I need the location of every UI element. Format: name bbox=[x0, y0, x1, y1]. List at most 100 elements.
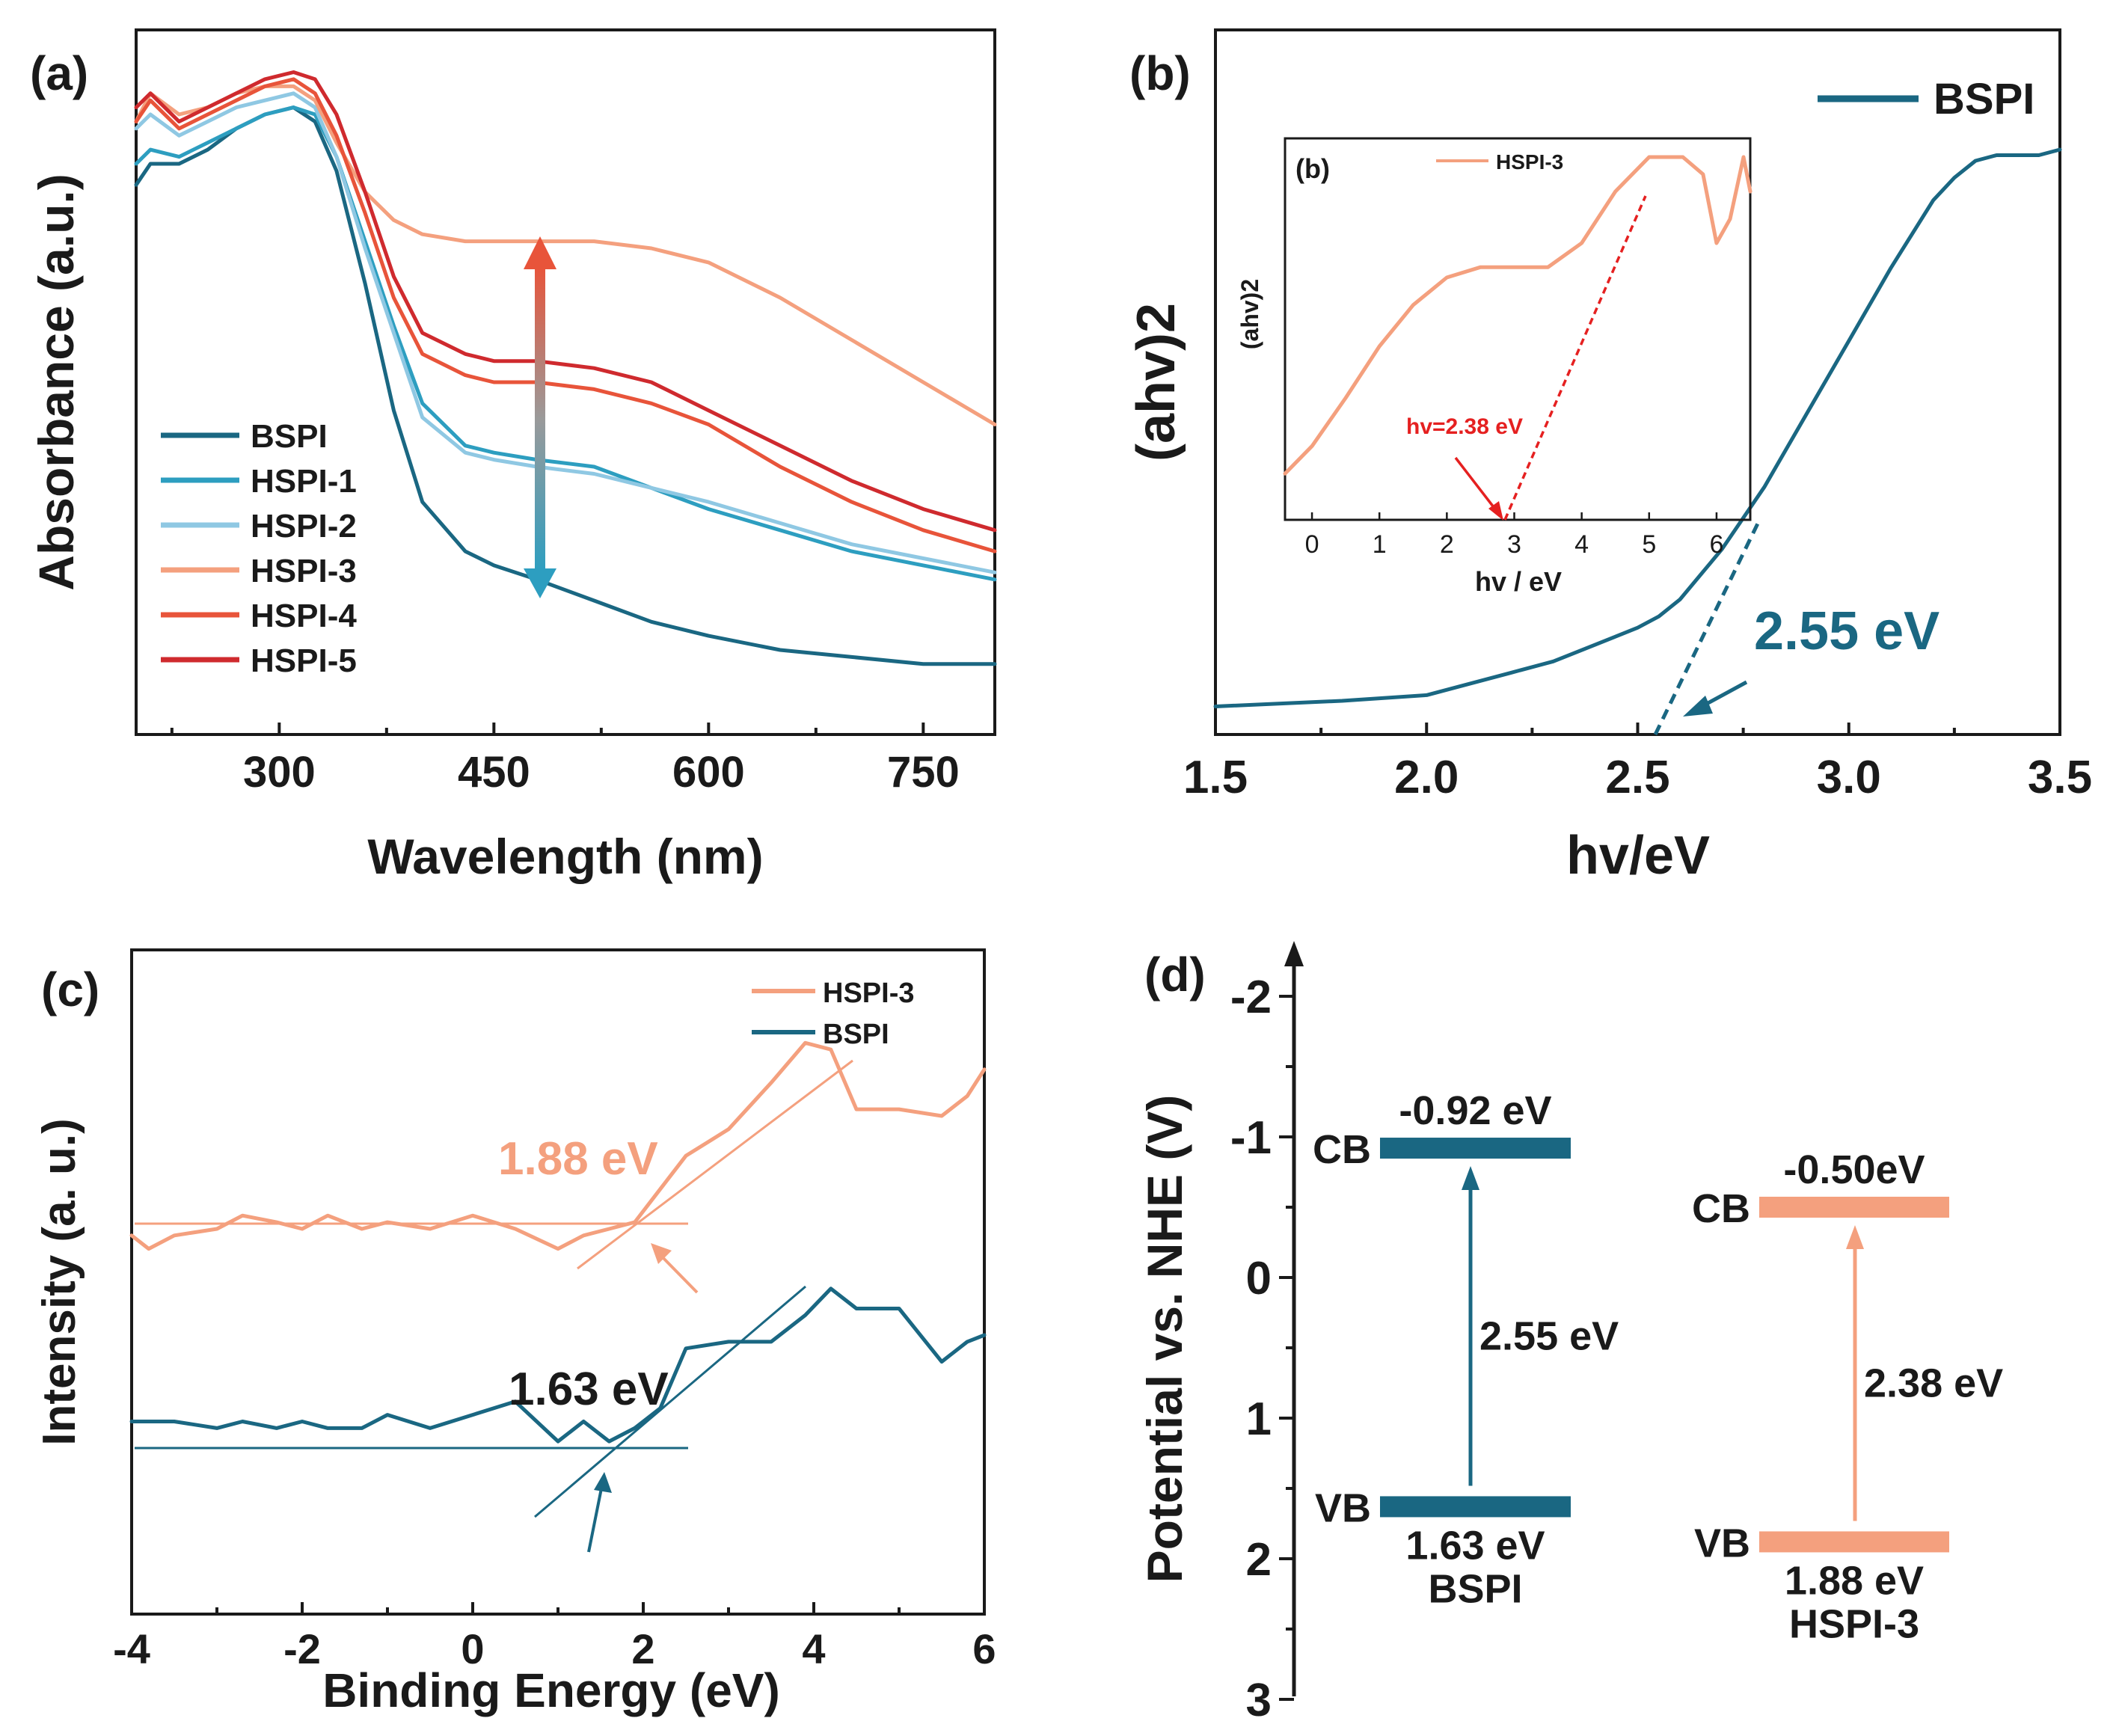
series-a-HSPI-2 bbox=[134, 91, 997, 574]
c-legend-label-bspi: BSPI bbox=[823, 1019, 889, 1050]
c-hspi3-arrow bbox=[657, 1251, 699, 1294]
d-cb-label-BSPI: -0.92 eV bbox=[1399, 1088, 1551, 1133]
d-vb-tag-BSPI: VB bbox=[1315, 1485, 1371, 1530]
inset-x-tick-label: 6 bbox=[1709, 530, 1723, 559]
panel-b-arrowhead bbox=[1683, 696, 1713, 717]
inset-x-label: hv / eV bbox=[1475, 566, 1562, 597]
d-gap-label-HSPI-3: 2.38 eV bbox=[1864, 1361, 2003, 1406]
d-gap-arrowhead-HSPI-3 bbox=[1846, 1225, 1864, 1249]
inset-y-label: (ahv)2 bbox=[1236, 279, 1263, 349]
panel-a-x-label: Wavelength (nm) bbox=[367, 829, 763, 884]
panel-b: (b) 2.55 eV 1.5 2.0 2.5 3.0 3.5 hv/eV (ahv)2… bbox=[1126, 28, 2092, 886]
c-hspi3-arrowhead bbox=[651, 1243, 672, 1264]
a-x-tick-label: 600 bbox=[672, 748, 745, 797]
series-c-BSPI bbox=[129, 1286, 987, 1444]
c-hspi3-tangent bbox=[577, 1059, 853, 1270]
d-gap-label-BSPI: 2.55 eV bbox=[1479, 1314, 1619, 1359]
panel-b-annotation: 2.55 eV bbox=[1754, 601, 1939, 661]
a-legend-label: HSPI-3 bbox=[251, 553, 357, 589]
d-material-name-BSPI: BSPI bbox=[1428, 1566, 1522, 1611]
panel-c: (c) 1.88 eV 1.63 eV -4 -2 0 2 4 6 Binding Ene… bbox=[34, 948, 996, 1717]
panel-d-y-label: Potential vs. NHE (V) bbox=[1137, 1095, 1192, 1583]
a-x-tick-label: 750 bbox=[887, 748, 960, 797]
c-x-tick-label: 6 bbox=[972, 1625, 996, 1672]
inset-label: (b) bbox=[1295, 153, 1330, 184]
d-cb-bar-BSPI bbox=[1380, 1138, 1571, 1159]
b-x-tick-label: 3.5 bbox=[2028, 752, 2092, 803]
series-b-BSPI bbox=[1213, 147, 2062, 708]
panel-c-x-label: Binding Energy (eV) bbox=[322, 1663, 780, 1717]
d-y-tick-label: -1 bbox=[1230, 1112, 1272, 1164]
panel-b-x-ticks: 1.5 2.0 2.5 3.0 3.5 bbox=[1183, 723, 2092, 803]
d-vb-bar-BSPI bbox=[1380, 1496, 1571, 1518]
a-legend-label: HSPI-2 bbox=[251, 508, 357, 545]
c-x-tick-label: 0 bbox=[461, 1625, 484, 1672]
panel-c-x-ticks: -4 -2 0 2 4 6 bbox=[113, 1602, 996, 1672]
d-cb-tag-HSPI-3: CB bbox=[1692, 1186, 1750, 1231]
c-bspi-tangent bbox=[534, 1285, 806, 1518]
d-y-tick-label: 3 bbox=[1246, 1675, 1272, 1726]
d-vb-label-HSPI-3: 1.88 eV bbox=[1785, 1558, 1924, 1603]
a-legend-label: HSPI-5 bbox=[251, 642, 357, 679]
inset-legend-label: HSPI-3 bbox=[1496, 150, 1563, 174]
series-inset-HSPI-3 bbox=[1283, 155, 1753, 476]
a-legend-label: BSPI bbox=[251, 418, 328, 455]
inset-x-tick-label: 5 bbox=[1642, 530, 1656, 559]
b-x-tick-label: 1.5 bbox=[1183, 752, 1248, 803]
c-bspi-arrowhead bbox=[594, 1472, 612, 1493]
d-y-tick-label: 0 bbox=[1246, 1253, 1272, 1304]
panel-a-legend: BSPI HSPI-1 HSPI-2 HSPI-3 HSPI-4 HSPI-5 bbox=[161, 418, 357, 679]
series-c-HSPI-3 bbox=[129, 1040, 987, 1251]
a-legend-label: HSPI-1 bbox=[251, 463, 357, 500]
panel-a-y-label: Absorbance (a.u.) bbox=[28, 174, 84, 590]
panel-b-legend-label: BSPI bbox=[1934, 75, 2034, 123]
panel-a-series bbox=[134, 70, 997, 666]
panel-a-double-arrow bbox=[524, 236, 556, 598]
d-cb-bar-HSPI-3 bbox=[1759, 1197, 1949, 1218]
panel-b-label: (b) bbox=[1129, 46, 1191, 100]
c-x-tick-label: -4 bbox=[113, 1625, 150, 1672]
series-a-HSPI-4 bbox=[134, 77, 997, 553]
c-legend-label-hspi3: HSPI-3 bbox=[823, 978, 914, 1009]
series-a-HSPI-1 bbox=[134, 105, 997, 582]
inset-x-tick-label: 4 bbox=[1574, 530, 1589, 559]
d-axis-arrowhead bbox=[1284, 941, 1304, 966]
d-cb-label-HSPI-3: -0.50eV bbox=[1783, 1147, 1925, 1192]
panel-a-x-ticks: 300 450 600 750 bbox=[170, 723, 960, 797]
d-y-tick-label: 2 bbox=[1246, 1534, 1272, 1586]
panel-c-label: (c) bbox=[41, 963, 99, 1016]
d-gap-arrowhead-BSPI bbox=[1462, 1166, 1479, 1191]
c-bspi-annotation: 1.63 eV bbox=[509, 1364, 669, 1415]
panel-d-y-ticks: -2 -1 0 1 2 3 bbox=[1230, 972, 1294, 1726]
d-vb-label-BSPI: 1.63 eV bbox=[1405, 1523, 1545, 1568]
b-x-tick-label: 2.5 bbox=[1605, 752, 1669, 803]
panel-a-label: (a) bbox=[30, 46, 88, 100]
b-x-tick-label: 3.0 bbox=[1817, 752, 1881, 803]
panel-b-series bbox=[1213, 147, 2062, 708]
panel-c-series bbox=[129, 1040, 987, 1444]
panel-b-x-label: hv/eV bbox=[1566, 826, 1710, 886]
c-x-tick-label: 4 bbox=[802, 1625, 825, 1672]
panel-a-frame bbox=[135, 28, 996, 736]
inset-annotation-arrow bbox=[1454, 456, 1497, 512]
b-x-tick-label: 2.0 bbox=[1394, 752, 1459, 803]
panel-d: (d) -2 -1 0 1 2 3 Potential vs. NHE (V) 2.55 … bbox=[1137, 941, 2003, 1726]
a-x-tick-label: 450 bbox=[458, 748, 530, 797]
inset-annotation: hv=2.38 eV bbox=[1406, 414, 1523, 439]
panel-c-y-label: Intensity (a. u.) bbox=[34, 1118, 85, 1445]
panel-b-tangent bbox=[1653, 522, 1760, 736]
d-cb-tag-BSPI: CB bbox=[1313, 1127, 1371, 1172]
c-x-tick-label: 2 bbox=[631, 1625, 654, 1672]
inset-arrowhead bbox=[1488, 501, 1503, 521]
inset-x-tick-label: 0 bbox=[1305, 530, 1319, 559]
panel-b-inset: (b) HSPI-3 hv=2.38 eV 0 1 2 3 4 5 6 hv / eV (a… bbox=[1236, 137, 1753, 597]
series-a-HSPI-3 bbox=[134, 84, 997, 426]
panel-b-y-label: (ahv)2 bbox=[1126, 303, 1186, 461]
inset-x-tick-label: 2 bbox=[1440, 530, 1454, 559]
c-x-tick-label: -2 bbox=[283, 1625, 321, 1672]
inset-frame bbox=[1284, 137, 1752, 521]
panel-a: (a) 300 450 600 750 Wavelength (nm) Absorba… bbox=[28, 28, 997, 884]
inset-tangent bbox=[1503, 195, 1647, 521]
